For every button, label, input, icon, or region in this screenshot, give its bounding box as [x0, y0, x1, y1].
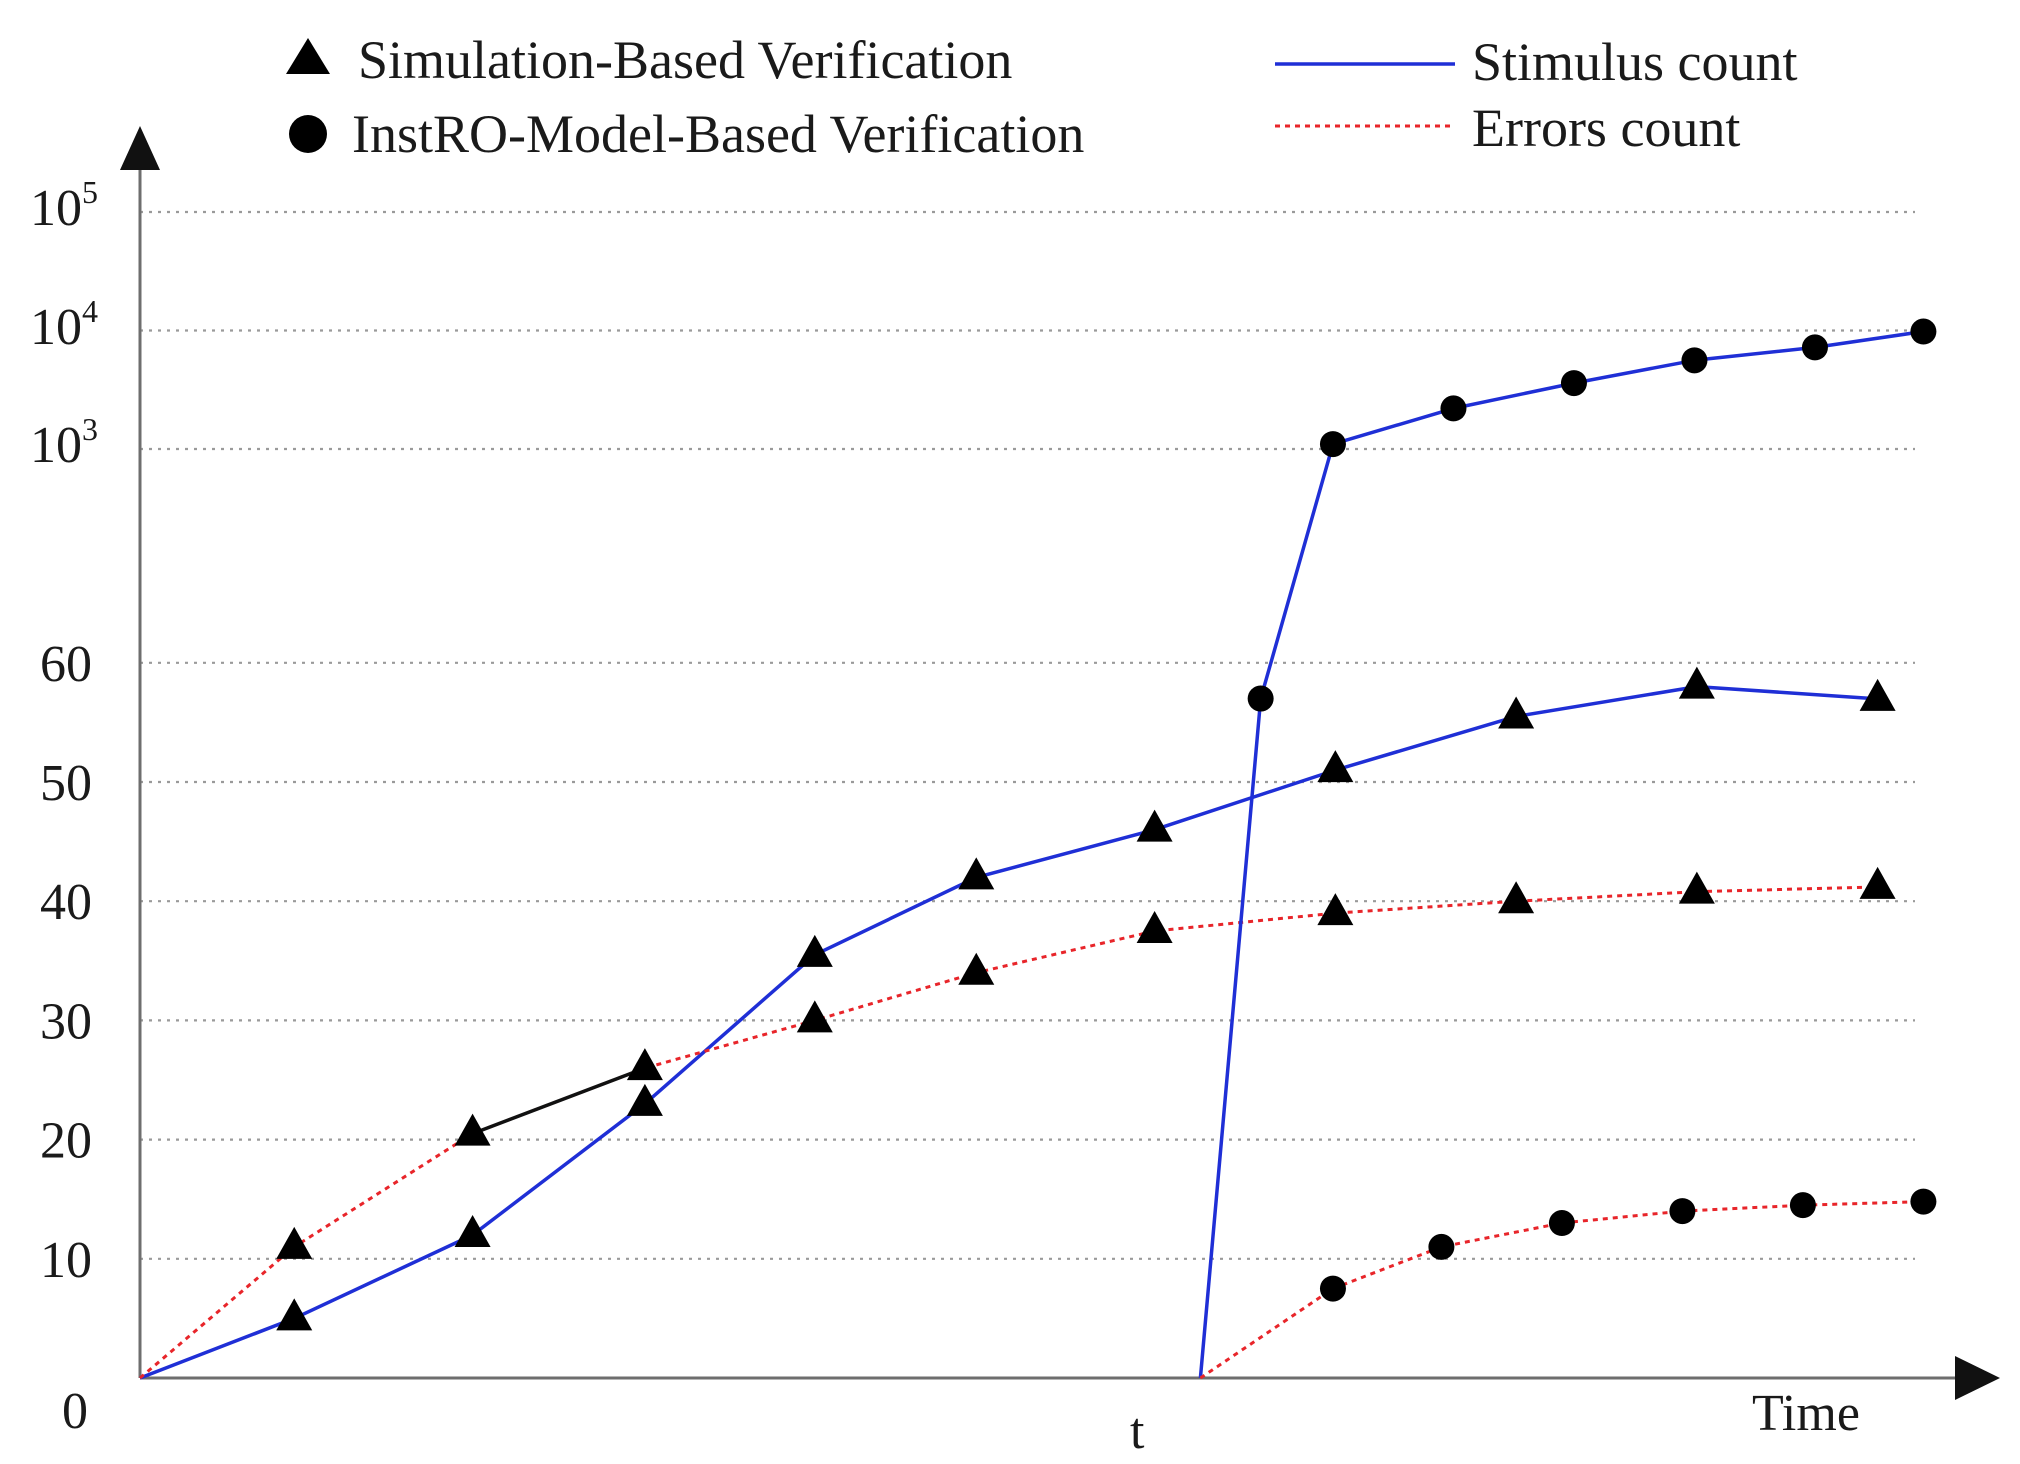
- data-point-triangle: [276, 1298, 313, 1331]
- data-point-triangle: [1678, 666, 1715, 699]
- data-point-triangle: [454, 1214, 491, 1247]
- data-point-triangle: [1317, 893, 1354, 926]
- y-tick-linear: 40: [40, 874, 92, 931]
- legend-label-simulation: Simulation-Based Verification: [358, 30, 1012, 90]
- y-tick-log: 105: [30, 174, 98, 237]
- data-point-triangle: [1859, 678, 1896, 711]
- y-tick-linear: 50: [40, 755, 92, 812]
- data-point-triangle: [796, 934, 833, 967]
- origin-label: 0: [62, 1383, 88, 1440]
- y-tick-log: 104: [30, 293, 98, 356]
- y-tick-linear: 10: [40, 1232, 92, 1289]
- x-axis-arrow-icon: [1955, 1356, 2000, 1400]
- series-line: [139, 684, 1878, 1380]
- data-point-circle: [1910, 318, 1937, 345]
- data-point-triangle: [1317, 750, 1354, 783]
- y-tick-linear: 20: [40, 1113, 92, 1170]
- data-point-triangle: [454, 1113, 491, 1146]
- data-point-triangle: [626, 1048, 663, 1081]
- y-tick-linear: 30: [40, 993, 92, 1050]
- data-point-triangle: [1859, 866, 1896, 899]
- data-point-circle: [1319, 431, 1346, 458]
- data-point-triangle: [1678, 871, 1715, 904]
- data-point-circle: [1669, 1198, 1696, 1225]
- series-line: [139, 885, 1878, 1380]
- data-point-triangle: [276, 1226, 313, 1259]
- data-point-circle: [1681, 347, 1708, 374]
- y-axis-arrow-icon: [120, 126, 160, 170]
- data-point-circle: [1440, 395, 1467, 422]
- y-tick-labels-log: 105 104 103: [30, 174, 98, 474]
- data-point-circle: [1548, 1210, 1575, 1237]
- y-tick-linear: 60: [40, 636, 92, 693]
- series-line: [1198, 329, 1924, 1379]
- legend-circle-icon: [289, 115, 327, 153]
- y-tick-log: 103: [30, 411, 98, 474]
- series: [139, 318, 1937, 1380]
- data-point-circle: [1801, 334, 1828, 361]
- data-point-triangle: [958, 857, 995, 890]
- data-point-triangle: [1498, 696, 1535, 729]
- data-point-circle: [1247, 685, 1274, 712]
- data-point-triangle: [626, 1083, 663, 1116]
- legend-label-stimulus: Stimulus count: [1472, 32, 1798, 92]
- legend-triangle-icon: [286, 38, 330, 74]
- data-point-circle: [1910, 1188, 1937, 1215]
- legend-label-errors: Errors count: [1472, 98, 1740, 158]
- y-tick-labels-linear: 10 20 30 40 50 60: [40, 636, 92, 1289]
- legend: Simulation-Based Verification InstRO-Mod…: [286, 30, 1798, 164]
- data-point-circle: [1560, 370, 1587, 397]
- series-line: [471, 1066, 646, 1136]
- data-point-circle: [1428, 1233, 1455, 1260]
- data-point-triangle: [1498, 881, 1535, 914]
- x-axis-label: Time: [1752, 1385, 1860, 1442]
- data-point-triangle: [1136, 911, 1173, 943]
- data-point-triangle: [796, 1000, 833, 1033]
- data-point-circle: [1789, 1192, 1816, 1219]
- legend-label-instro: InstRO-Model-Based Verification: [352, 104, 1084, 164]
- data-point-circle: [1319, 1275, 1346, 1302]
- x-marker-t-label: t: [1130, 1403, 1145, 1460]
- data-point-triangle: [958, 952, 995, 985]
- data-point-triangle: [1136, 809, 1173, 842]
